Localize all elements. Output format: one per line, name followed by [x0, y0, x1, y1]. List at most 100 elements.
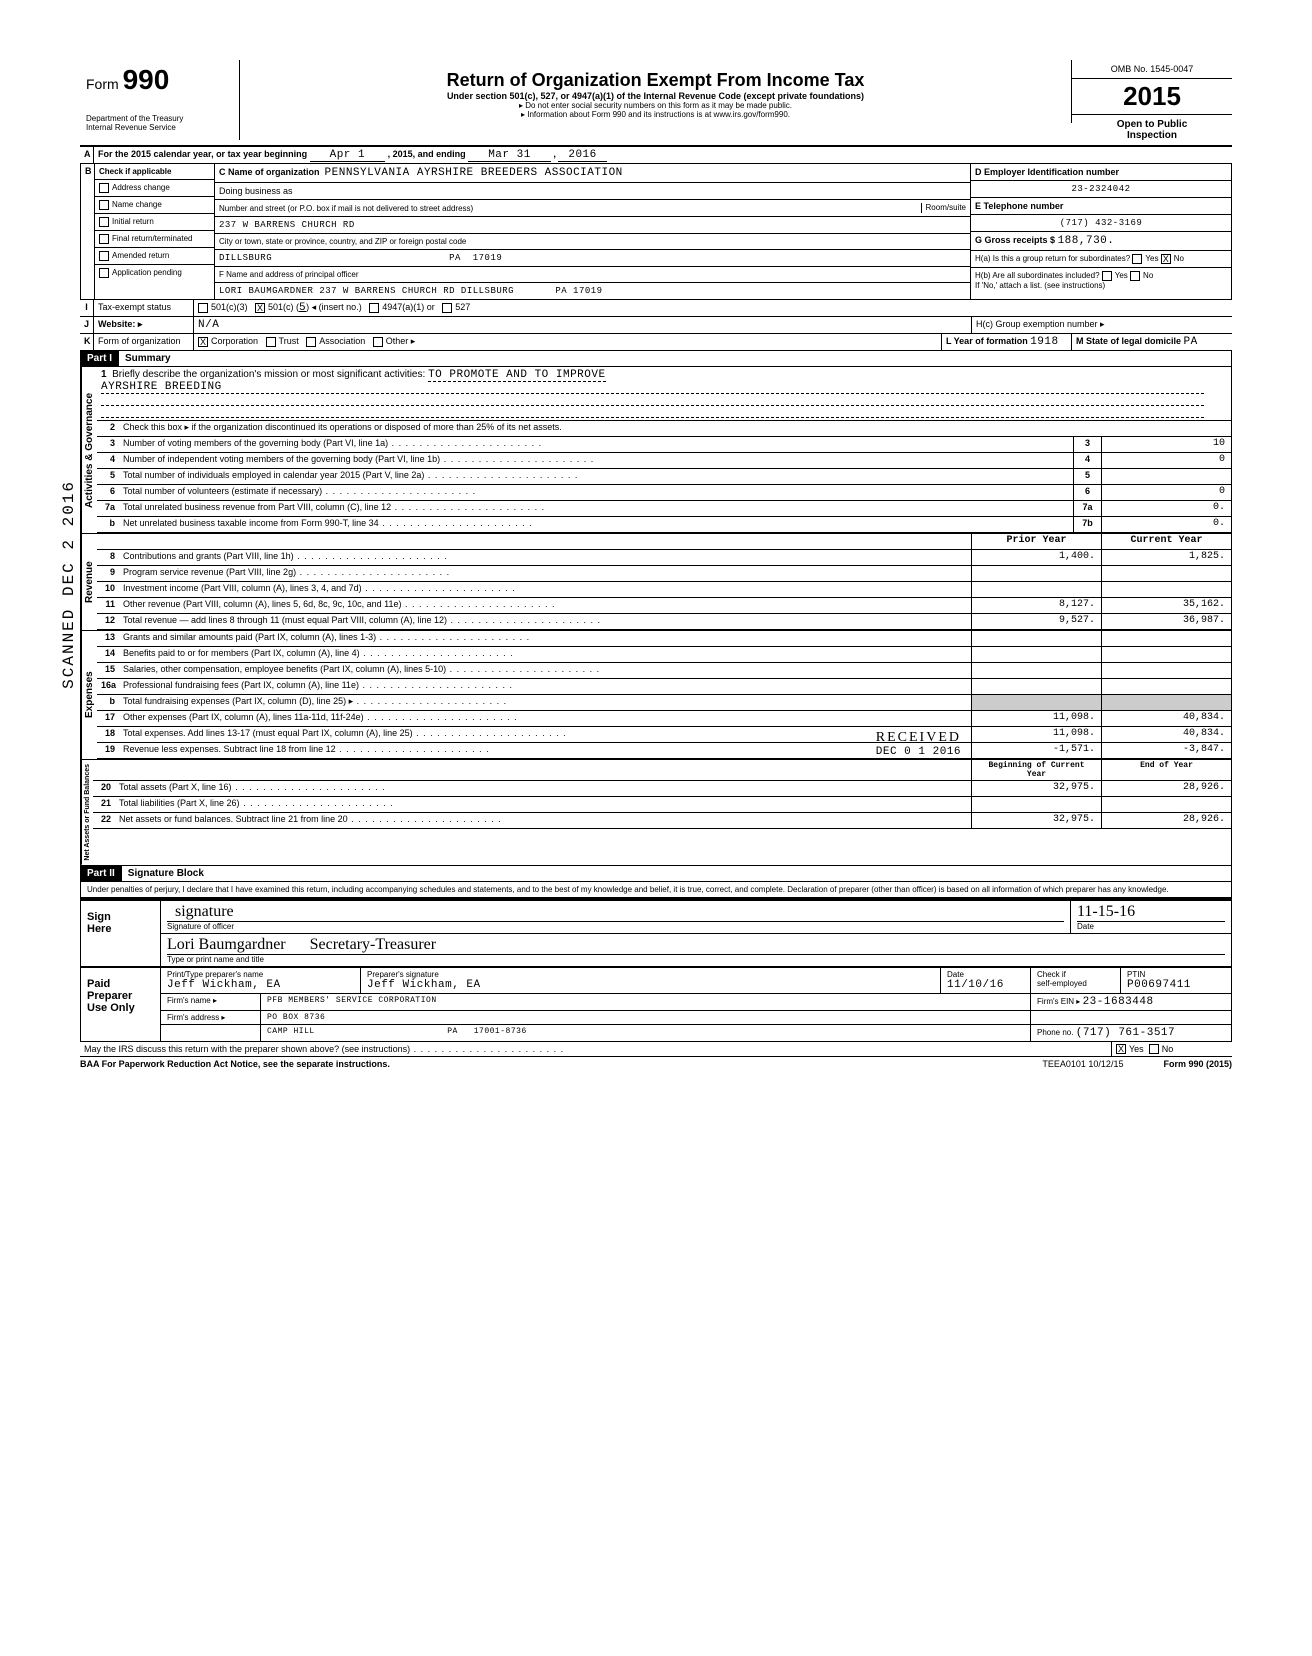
summary-row: 9Program service revenue (Part VIII, lin…: [97, 566, 1231, 582]
form-header: Form 990 Department of the Treasury Inte…: [80, 60, 1232, 147]
part-1: Part I Summary Activities & Governance 1…: [80, 351, 1232, 866]
lbl-name: Name change: [112, 200, 162, 209]
paid-label: Paid Preparer Use Only: [81, 968, 161, 1041]
discuss-row: May the IRS discuss this return with the…: [80, 1042, 1232, 1058]
discuss-yes: Yes: [1129, 1044, 1144, 1054]
summary-row: 17Other expenses (Part IX, column (A), l…: [97, 711, 1231, 727]
check-pending[interactable]: Application pending: [95, 265, 214, 281]
dba-label: Doing business as: [215, 183, 970, 200]
summary-row: 12Total revenue — add lines 8 through 11…: [97, 614, 1231, 630]
firm-name: PFB MEMBERS' SERVICE CORPORATION: [261, 994, 1031, 1010]
ptin: P00697411: [1127, 979, 1191, 991]
hb-yes: Yes: [1115, 271, 1128, 280]
open-public: Open to Public Inspection: [1072, 115, 1232, 145]
footer-right: Form 990 (2015): [1163, 1059, 1232, 1069]
paid-preparer-block: Paid Preparer Use Only Print/Type prepar…: [80, 967, 1232, 1042]
mid-text: , 2015, and ending: [388, 149, 466, 159]
prep-name: Jeff Wickham, EA: [167, 979, 281, 991]
lbl-initial: Initial return: [112, 217, 154, 226]
gov-row: 5Total number of individuals employed in…: [97, 469, 1231, 485]
gov-row: 6Total number of volunteers (estimate if…: [97, 485, 1231, 501]
line-a-text: For the 2015 calendar year, or tax year …: [98, 149, 307, 159]
baa: BAA For Paperwork Reduction Act Notice, …: [80, 1059, 1042, 1069]
c-label: C Name of organization: [219, 167, 320, 177]
form-label: Form: [86, 76, 119, 92]
lbl-final: Final return/terminated: [112, 234, 192, 243]
side-governance: Activities & Governance: [81, 367, 97, 533]
phone: (717) 432-3169: [971, 215, 1231, 232]
summary-row: 8Contributions and grants (Part VIII, li…: [97, 550, 1231, 566]
line-a: A For the 2015 calendar year, or tax yea…: [80, 147, 1232, 164]
prep-date-label: Date: [947, 970, 964, 979]
check-amended[interactable]: Amended return: [95, 248, 214, 265]
501c-end: ) ◂ (insert no.): [306, 302, 362, 312]
side-expenses: Expenses: [81, 631, 97, 759]
received-date: DEC 0 1 2016: [876, 746, 961, 758]
summary-row: 13Grants and similar amounts paid (Part …: [97, 631, 1231, 647]
treasury-dept: Department of the Treasury Internal Reve…: [86, 114, 233, 132]
assoc: Association: [319, 336, 365, 346]
city-label: City or town, state or province, country…: [215, 234, 970, 250]
d-label: D Employer Identification number: [971, 164, 1231, 181]
tax-status-label: Tax-exempt status: [94, 300, 194, 316]
summary-row: 14Benefits paid to or for members (Part …: [97, 647, 1231, 663]
gov-row: bNet unrelated business taxable income f…: [97, 517, 1231, 533]
current-year-header: Current Year: [1101, 534, 1231, 549]
lbl-pending: Application pending: [112, 268, 182, 277]
addr1: PO BOX 8736: [261, 1011, 1031, 1024]
check-initial[interactable]: Initial return: [95, 214, 214, 231]
other: Other ▸: [386, 336, 416, 346]
declaration: Under penalties of perjury, I declare th…: [81, 882, 1231, 898]
officer: LORI BAUMGARDNER 237 W BARRENS CHURCH RD…: [215, 283, 970, 299]
room-label: Room/suite: [921, 203, 966, 213]
form-year: 2015: [1072, 79, 1232, 115]
hb-label: H(b) Are all subordinates included?: [975, 271, 1100, 280]
part1-title: Summary: [118, 351, 1231, 366]
fein-label: Firm's EIN ▸: [1037, 997, 1080, 1006]
prior-year-header: Prior Year: [971, 534, 1101, 549]
sig-officer-label: Signature of officer: [167, 922, 234, 931]
check-name-change[interactable]: Name change: [95, 197, 214, 214]
prep-phone-label: Phone no.: [1037, 1028, 1073, 1037]
discuss-text: May the IRS discuss this return with the…: [84, 1044, 410, 1054]
col-b-header: Check if applicable: [95, 164, 214, 180]
col-b: Check if applicable Address change Name …: [95, 164, 215, 299]
summary-row: 15Salaries, other compensation, employee…: [97, 663, 1231, 679]
hc-label: H(c) Group exemption number ▸: [972, 317, 1232, 333]
begin-date: Apr 1: [310, 149, 386, 162]
sig-date: 11-15-16: [1077, 903, 1225, 922]
omb-number: OMB No. 1545-0047: [1072, 60, 1232, 79]
summary-row: 21Total liabilities (Part X, line 26): [93, 797, 1231, 813]
firm-label: Firm's name ▸: [161, 994, 261, 1010]
ptin-label: PTIN: [1127, 970, 1145, 979]
ein: 23-2324042: [971, 181, 1231, 198]
col-d: D Employer Identification number 23-2324…: [971, 164, 1231, 299]
check-final[interactable]: Final return/terminated: [95, 231, 214, 248]
ha-no: No: [1174, 254, 1184, 263]
501c3: 501(c)(3): [211, 302, 248, 312]
527: 527: [455, 302, 470, 312]
org-name: PENNSYLVANIA AYRSHIRE BREEDERS ASSOCIATI…: [325, 167, 623, 179]
q2: Check this box ▸ if the organization dis…: [119, 421, 1231, 436]
check-address-change[interactable]: Address change: [95, 180, 214, 197]
4947: 4947(a)(1) or: [382, 302, 435, 312]
self-emp-check[interactable]: Check if self-employed: [1031, 968, 1121, 993]
year-formation-label: L Year of formation: [946, 336, 1028, 346]
form-subtitle: Under section 501(c), 527, or 4947(a)(1)…: [250, 91, 1061, 101]
city: DILLSBURG PA 17019: [215, 250, 970, 267]
summary-row: 22Net assets or fund balances. Subtract …: [93, 813, 1231, 829]
form-org-label: Form of organization: [94, 334, 194, 350]
line-k: K Form of organization XCorporation Trus…: [80, 334, 1232, 351]
form-number: 990: [123, 64, 170, 95]
received-stamp: RECEIVED: [876, 730, 961, 746]
footer-mid: TEEA0101 10/12/15: [1042, 1059, 1123, 1069]
part-2: Part II Signature Block Under penalties …: [80, 866, 1232, 899]
summary-row: bTotal fundraising expenses (Part IX, co…: [97, 695, 1231, 711]
gov-row: 4Number of independent voting members of…: [97, 453, 1231, 469]
summary-row: 10Investment income (Part VIII, column (…: [97, 582, 1231, 598]
discuss-no: No: [1162, 1044, 1174, 1054]
mission-2: AYRSHIRE BREEDING: [101, 381, 1204, 394]
summary-row: 16aProfessional fundraising fees (Part I…: [97, 679, 1231, 695]
e-label: E Telephone number: [971, 198, 1231, 215]
ha-yes: Yes: [1145, 254, 1158, 263]
